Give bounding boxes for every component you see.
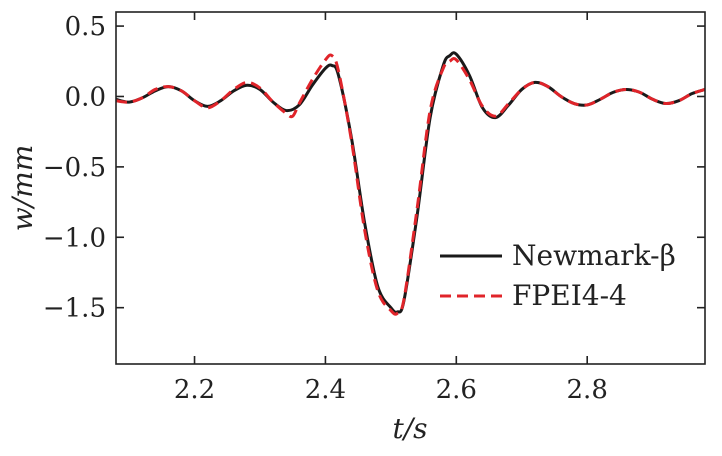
x-tick-label: 2.8 <box>567 375 608 405</box>
x-tick-label: 2.4 <box>305 375 346 405</box>
plot-frame <box>115 11 706 365</box>
series-layer <box>116 51 705 316</box>
x-axis-label: t/s <box>392 412 427 445</box>
x-tick-label: 2.2 <box>174 375 215 405</box>
series-line-fpei <box>116 53 705 316</box>
legend-label-fpei: FPEI4-4 <box>512 279 627 312</box>
ticks-layer: 2.2 2.4 2.6 2.8 0.5 0.0 −0.5 −1.0 −1.5 <box>43 12 705 405</box>
y-tick-label: −1.0 <box>43 223 106 253</box>
y-tick-label: −1.5 <box>43 294 106 324</box>
legend-label-newmark: Newmark-β <box>512 239 676 272</box>
x-tick-label: 2.6 <box>436 375 477 405</box>
y-axis-label: w/mm <box>6 145 39 232</box>
y-tick-label: −0.5 <box>43 153 106 183</box>
legend: Newmark-β FPEI4-4 <box>440 239 676 312</box>
y-tick-label: 0.0 <box>65 82 106 112</box>
y-tick-label: 0.5 <box>65 12 106 42</box>
